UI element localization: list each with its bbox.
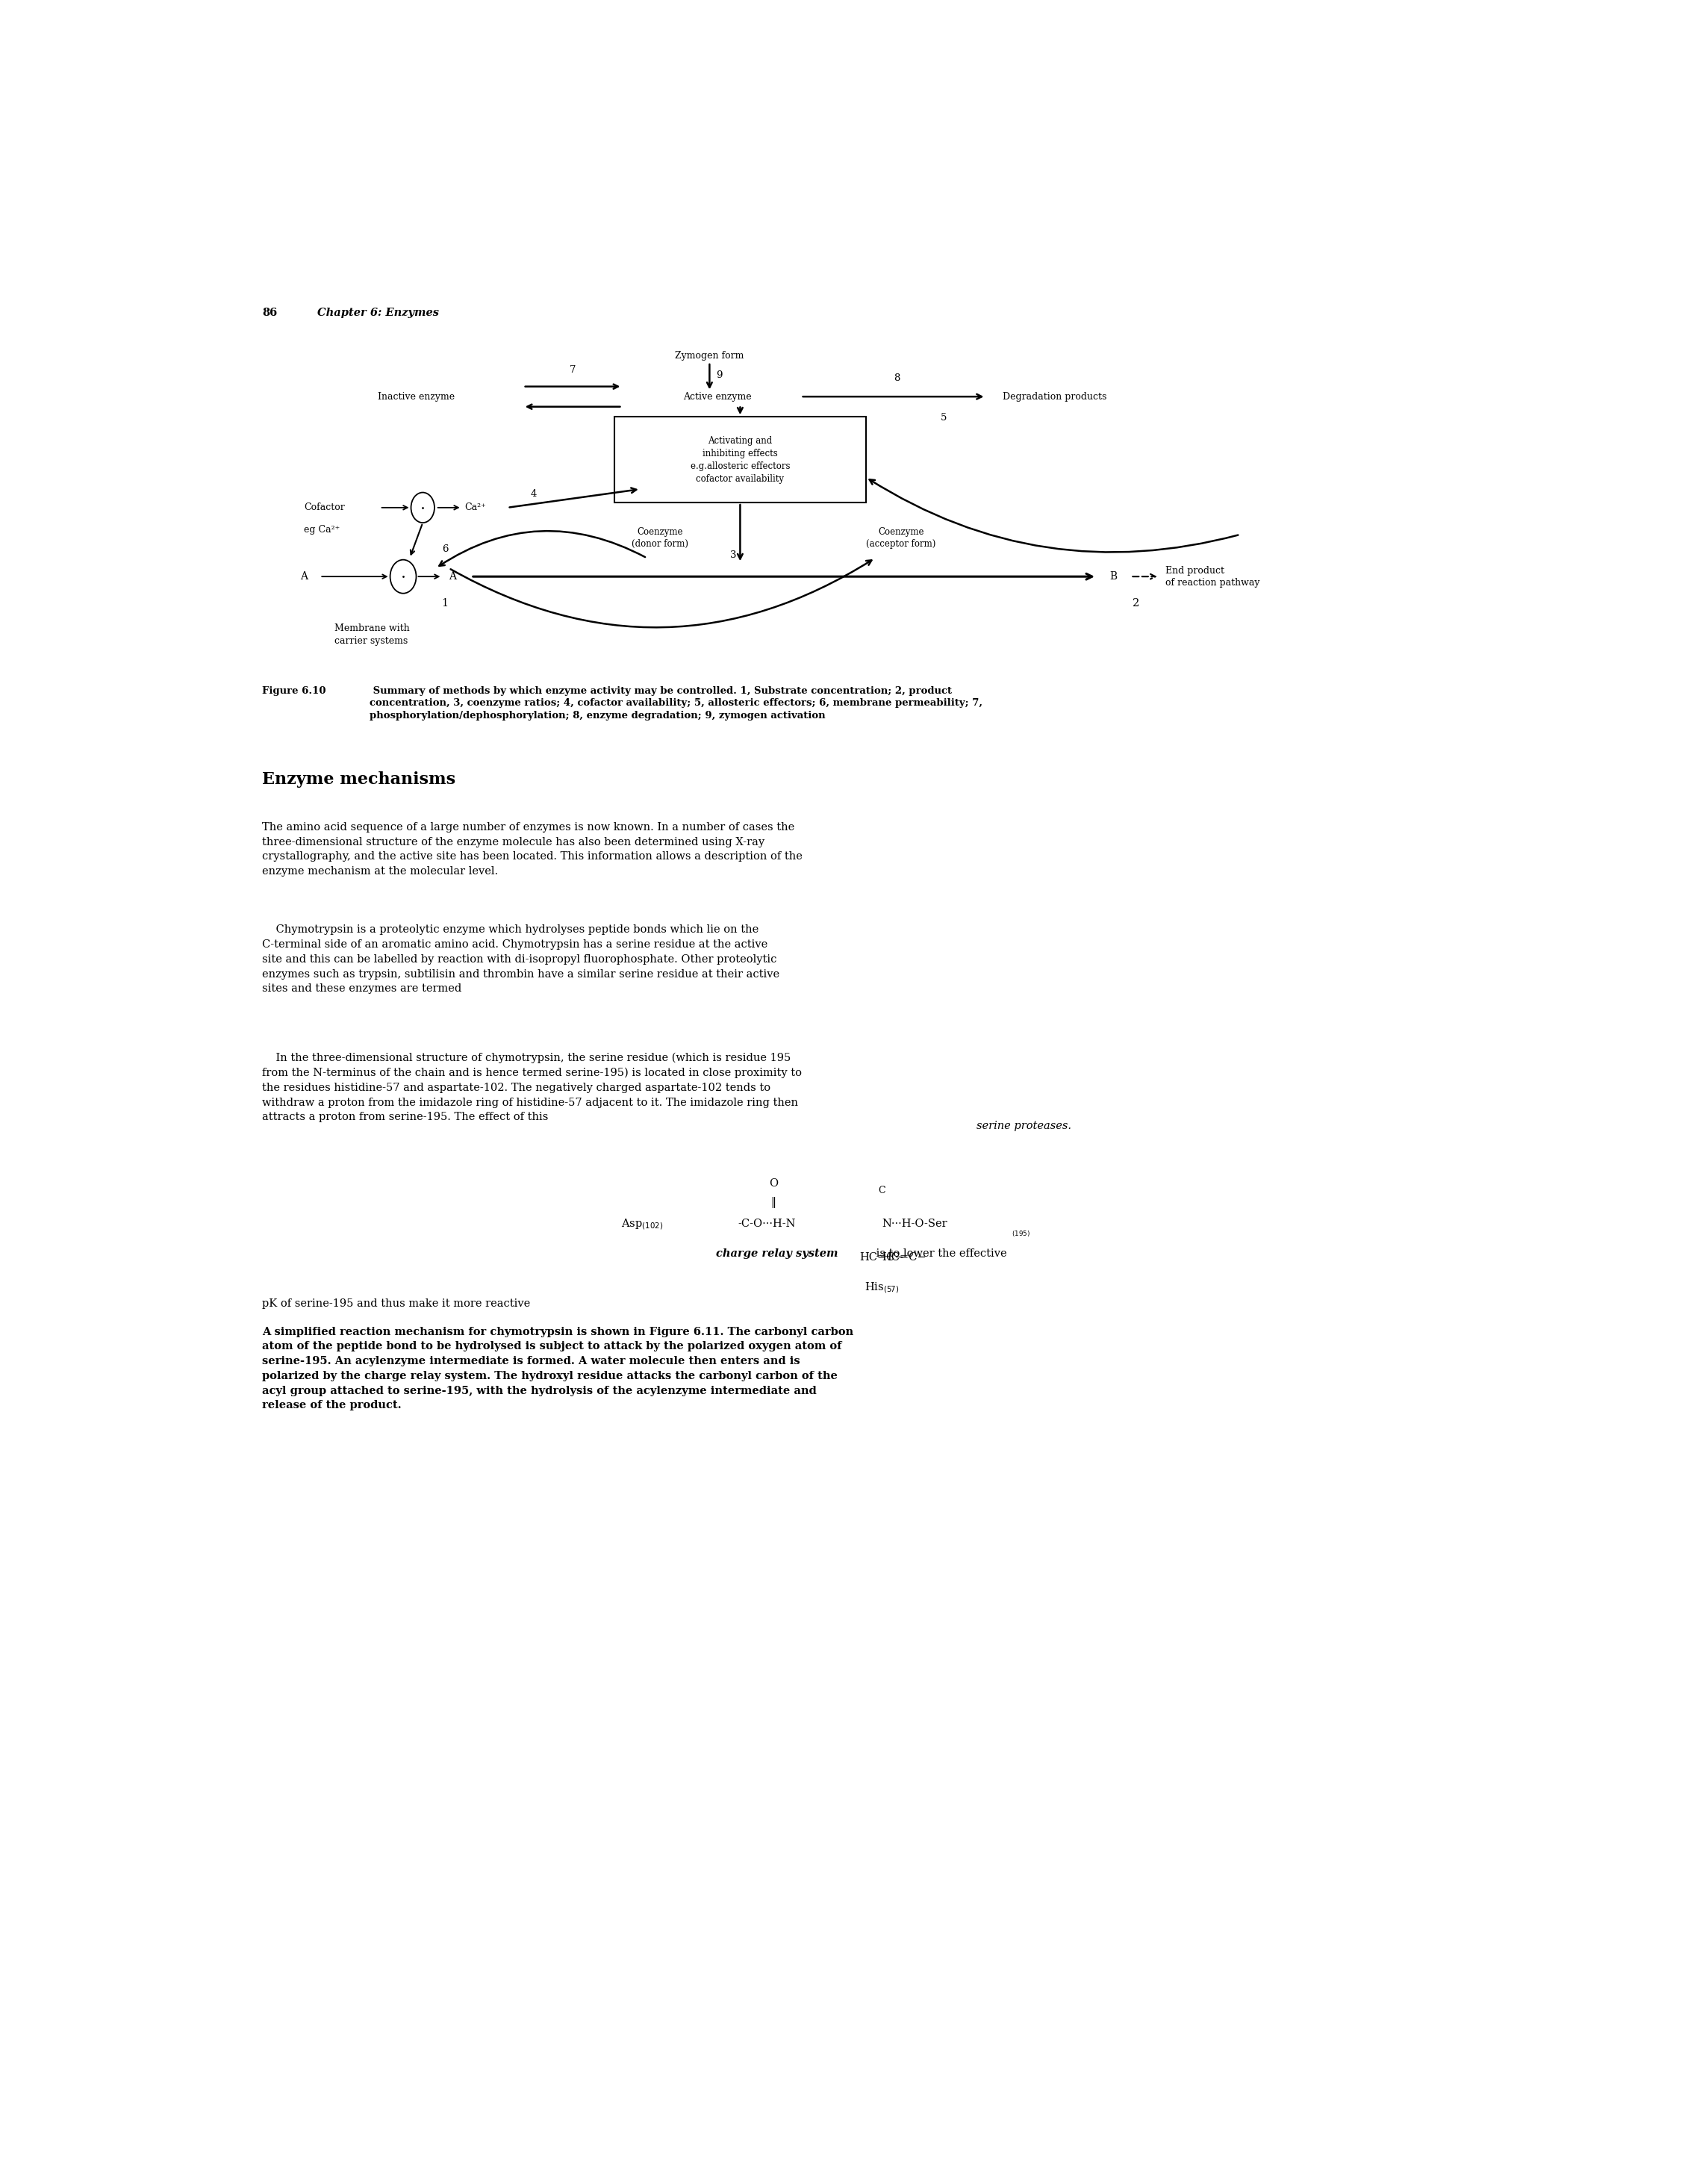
- Text: is to lower the effective: is to lower the effective: [873, 1249, 1006, 1258]
- Text: 2: 2: [1132, 598, 1139, 609]
- Text: Summary of methods by which enzyme activity may be controlled. 1, Substrate conc: Summary of methods by which enzyme activ…: [370, 686, 982, 721]
- Text: 3: 3: [730, 550, 737, 559]
- Text: N···H-O-Ser: N···H-O-Ser: [881, 1219, 947, 1230]
- Text: 9: 9: [717, 371, 722, 380]
- Text: 6: 6: [442, 544, 449, 555]
- Text: Degradation products: Degradation products: [1002, 391, 1107, 402]
- Text: Chymotrypsin is a proteolytic enzyme which hydrolyses peptide bonds which lie on: Chymotrypsin is a proteolytic enzyme whi…: [262, 924, 780, 994]
- Text: Activating and
inhibiting effects
e.g.allosteric effectors
cofactor availability: Activating and inhibiting effects e.g.al…: [690, 437, 791, 483]
- Text: HC=C−: HC=C−: [860, 1251, 903, 1262]
- Text: Active enzyme: Active enzyme: [683, 391, 752, 402]
- Text: Asp$_{(102)}$: Asp$_{(102)}$: [621, 1216, 663, 1232]
- Text: Ca²⁺: Ca²⁺: [464, 502, 486, 513]
- Text: -C-O···H-N: -C-O···H-N: [738, 1219, 796, 1230]
- Text: The amino acid sequence of a large number of enzymes is now known. In a number o: The amino acid sequence of a large numbe…: [262, 821, 802, 876]
- Text: A: A: [449, 572, 456, 581]
- Text: C: C: [878, 1186, 885, 1195]
- Text: B: B: [1110, 572, 1117, 581]
- Text: 86: 86: [262, 308, 278, 319]
- Text: eg Ca²⁺: eg Ca²⁺: [304, 524, 340, 535]
- Text: In the three-dimensional structure of chymotrypsin, the serine residue (which is: In the three-dimensional structure of ch…: [262, 1053, 802, 1123]
- Text: Figure 6.10: Figure 6.10: [262, 686, 326, 695]
- Text: Cofactor: Cofactor: [304, 502, 345, 513]
- Text: Chapter 6: Enzymes: Chapter 6: Enzymes: [318, 308, 439, 319]
- Text: pK of serine-195 and thus make it more reactive: pK of serine-195 and thus make it more r…: [262, 1297, 530, 1308]
- Text: Inactive enzyme: Inactive enzyme: [378, 391, 454, 402]
- Text: 8: 8: [893, 373, 900, 382]
- Text: O: O: [769, 1179, 777, 1188]
- Text: 1: 1: [441, 598, 449, 609]
- FancyBboxPatch shape: [614, 417, 866, 502]
- Text: Coenzyme
(acceptor form): Coenzyme (acceptor form): [866, 526, 935, 548]
- Text: A: A: [301, 572, 308, 581]
- Text: HC=C−: HC=C−: [881, 1251, 927, 1262]
- Text: His$_{(57)}$: His$_{(57)}$: [865, 1282, 898, 1295]
- Text: 4: 4: [530, 489, 537, 498]
- Text: 5: 5: [940, 413, 947, 422]
- Text: A simplified reaction mechanism for chymotrypsin is shown in Figure 6.11. The ca: A simplified reaction mechanism for chym…: [262, 1326, 854, 1411]
- Text: Zymogen form: Zymogen form: [674, 352, 743, 360]
- Text: Enzyme mechanisms: Enzyme mechanisms: [262, 771, 456, 788]
- Text: Membrane with
carrier systems: Membrane with carrier systems: [335, 625, 409, 646]
- Text: charge relay system: charge relay system: [717, 1249, 838, 1258]
- Text: End product
of reaction pathway: End product of reaction pathway: [1166, 566, 1260, 587]
- Text: Coenzyme
(donor form): Coenzyme (donor form): [632, 526, 688, 548]
- Text: 7: 7: [570, 365, 575, 376]
- Text: ‖: ‖: [770, 1197, 775, 1208]
- Text: $_{(195)}$: $_{(195)}$: [1013, 1230, 1031, 1238]
- Text: serine proteases.: serine proteases.: [977, 1120, 1071, 1131]
